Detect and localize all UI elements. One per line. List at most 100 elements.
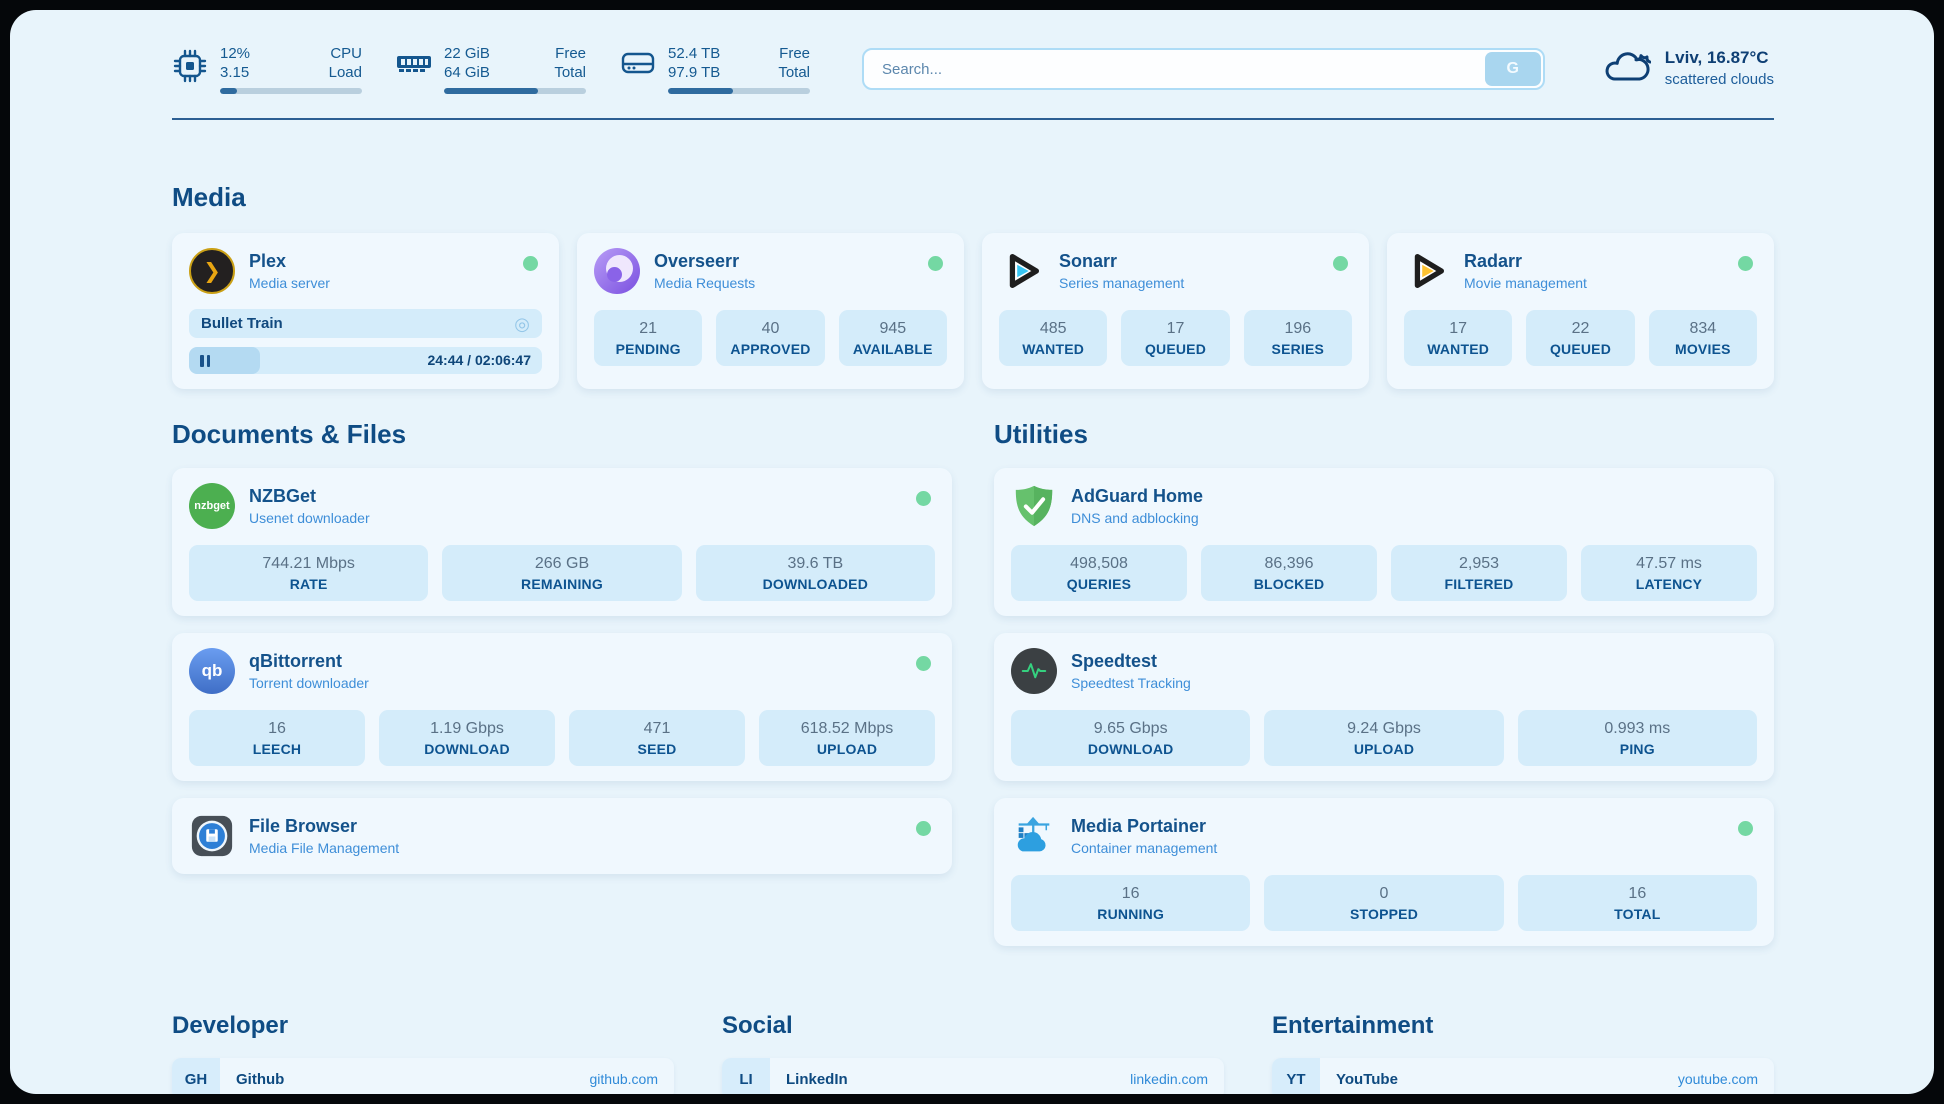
ram-progress-track	[444, 88, 586, 94]
stat-value: 9.65 Gbps	[1093, 720, 1168, 737]
cpu-progress-track	[220, 88, 362, 94]
status-dot	[1738, 821, 1753, 836]
stat-label: LEECH	[252, 741, 302, 757]
stat-tile: 266 GB REMAINING	[442, 545, 682, 601]
ram-free: 22 GiB	[444, 45, 490, 62]
plex-icon: ❯	[189, 248, 235, 294]
cpu-icon	[172, 48, 208, 89]
card-title: NZBGet	[249, 486, 316, 506]
stat-value: 47.57 ms	[1636, 555, 1702, 572]
stat-value: 266 GB	[534, 555, 590, 572]
stat-value: 0.993 ms	[1604, 720, 1671, 737]
card-title: File Browser	[249, 816, 358, 836]
service-card-sonarr[interactable]: Sonarr Series management 485 WANTED 17 Q…	[982, 233, 1369, 389]
status-dot	[916, 656, 931, 671]
bookmark-name: YouTube	[1336, 1070, 1398, 1088]
disk-total: 97.9 TB	[668, 64, 721, 81]
service-card-overseerr[interactable]: Overseerr Media Requests 21 PENDING 40 A…	[577, 233, 964, 389]
card-title: Sonarr	[1059, 251, 1118, 271]
stat-value: 21	[639, 320, 658, 337]
service-card-filebrowser[interactable]: File Browser Media File Management	[172, 798, 952, 874]
stat-label: WANTED	[1022, 341, 1085, 357]
bookmark-name: LinkedIn	[786, 1070, 848, 1088]
status-dot	[1738, 256, 1753, 271]
service-card-qbittorrent[interactable]: qb qBittorrent Torrent downloader 16 LEE…	[172, 633, 952, 781]
ram-total: 64 GiB	[444, 64, 490, 81]
section-title-entertainment: Entertainment	[1272, 1012, 1434, 1039]
sonarr-icon	[999, 248, 1045, 294]
stat-label: BLOCKED	[1253, 576, 1325, 592]
stat-tile: 16 LEECH	[189, 710, 365, 766]
stat-tile: 0.993 ms PING	[1517, 710, 1757, 766]
service-card-speedtest[interactable]: Speedtest Speedtest Tracking 9.65 Gbps D…	[994, 633, 1774, 781]
stat-label: WANTED	[1427, 341, 1490, 357]
status-dot	[523, 256, 538, 271]
bookmark-url[interactable]: youtube.com	[1677, 1071, 1758, 1087]
ram-label-2: Total	[554, 64, 586, 81]
section-title-developer: Developer	[172, 1012, 289, 1039]
stat-value: 618.52 Mbps	[800, 720, 894, 737]
bookmark-github[interactable]: GH Github github.com	[172, 1058, 674, 1094]
cpu-label-2: Load	[328, 64, 362, 81]
speedtest-icon	[1011, 648, 1057, 694]
service-card-adguard[interactable]: AdGuard Home DNS and adblocking 498,508 …	[994, 468, 1774, 616]
stat-tile: 9.24 Gbps UPLOAD	[1264, 710, 1504, 766]
service-card-plex[interactable]: ❯ Plex Media server Bullet Train ◎ 24:44…	[172, 233, 559, 389]
stat-tile: 22 QUEUED	[1526, 310, 1635, 366]
stat-label: STOPPED	[1349, 906, 1419, 922]
stat-label: TOTAL	[1614, 906, 1661, 922]
stat-tile: 471 SEED	[569, 710, 745, 766]
status-dot	[916, 491, 931, 506]
disk-icon	[620, 48, 656, 83]
topbar-divider	[172, 118, 1774, 120]
card-title: Radarr	[1464, 251, 1523, 271]
stat-label: PENDING	[615, 341, 681, 357]
stat-value: 40	[761, 320, 780, 337]
ram-label-1: Free	[555, 45, 586, 62]
stat-value: 86,396	[1264, 555, 1314, 572]
overseerr-icon	[594, 248, 640, 294]
search-engine-button[interactable]: G	[1484, 52, 1541, 86]
cpu-widget: 12% 3.15 CPU Load	[172, 44, 362, 94]
bookmark-url[interactable]: linkedin.com	[1130, 1071, 1208, 1087]
weather-location: Lviv, 16.87°C	[1664, 48, 1769, 67]
stat-value: 945	[879, 320, 907, 337]
stat-tile: 86,396 BLOCKED	[1201, 545, 1377, 601]
service-card-nzbget[interactable]: nzbget NZBGet Usenet downloader 744.21 M…	[172, 468, 952, 616]
service-card-radarr[interactable]: Radarr Movie management 17 WANTED 22 QUE…	[1387, 233, 1774, 389]
stat-label: UPLOAD	[1353, 741, 1415, 757]
bookmark-url[interactable]: github.com	[589, 1071, 658, 1087]
playback-progress-track: 24:44 / 02:06:47	[189, 347, 542, 374]
now-playing-title: Bullet Train	[201, 315, 283, 332]
disk-progress-fill	[668, 88, 734, 94]
ram-icon	[396, 48, 432, 83]
stat-tile: 21 PENDING	[594, 310, 703, 366]
disk-label-2: Total	[778, 64, 810, 81]
search-input[interactable]	[862, 48, 1545, 90]
card-subtitle: Torrent downloader	[249, 675, 369, 691]
stat-label: REMAINING	[521, 576, 603, 592]
radarr-icon	[1404, 248, 1450, 294]
card-subtitle: Series management	[1059, 275, 1185, 291]
stat-value: 2,953	[1458, 555, 1500, 572]
disk-progress-track	[668, 88, 810, 94]
portainer-icon	[1011, 813, 1057, 859]
stat-label: SERIES	[1271, 341, 1325, 357]
card-subtitle: Movie management	[1464, 275, 1587, 291]
cpu-progress-fill	[220, 88, 238, 94]
stat-tile: 485 WANTED	[999, 310, 1108, 366]
section-title-documents: Documents & Files	[172, 419, 407, 449]
stat-tile: 47.57 ms LATENCY	[1581, 545, 1757, 601]
status-dot	[928, 256, 943, 271]
service-card-portainer[interactable]: Media Portainer Container management 16 …	[994, 798, 1774, 946]
disk-widget: 52.4 TB 97.9 TB Free Total	[620, 44, 810, 94]
bookmark-linkedin[interactable]: LI LinkedIn linkedin.com	[722, 1058, 1224, 1094]
stat-tile: 17 WANTED	[1404, 310, 1513, 366]
bookmark-youtube[interactable]: YT YouTube youtube.com	[1272, 1058, 1774, 1094]
playback-progress-fill	[189, 347, 260, 374]
stat-label: RATE	[289, 576, 328, 592]
stat-label: PING	[1619, 741, 1655, 757]
stat-label: MOVIES	[1674, 341, 1731, 357]
stat-value: 16	[1628, 885, 1647, 902]
stat-value: 471	[643, 720, 671, 737]
